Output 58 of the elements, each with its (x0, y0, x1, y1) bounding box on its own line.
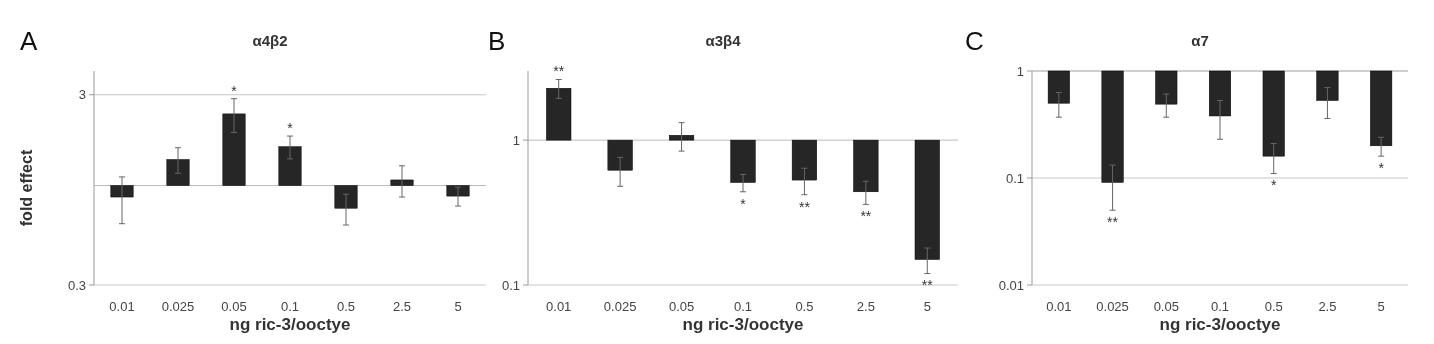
data-label: ** (921, 277, 934, 294)
x-tick-label: 0.05 (1153, 299, 1179, 314)
chart-title: α3β4 (705, 32, 742, 49)
data-label: ** (860, 208, 872, 225)
x-tick-label: 0.5 (336, 299, 356, 314)
chart-title: α7 (1191, 32, 1209, 49)
bar (914, 139, 940, 260)
x-tick-label: 0.1 (1210, 299, 1230, 314)
x-tick-label: 0.5 (795, 299, 814, 314)
text: A (20, 26, 38, 56)
bar (546, 88, 572, 141)
y-tick-label: 0.3 (67, 277, 86, 293)
x-tick-label: 0.025 (1096, 299, 1129, 314)
x-axis-title: ng ric-3/ooctye (229, 315, 351, 334)
data-label: ** (553, 63, 565, 80)
bar (334, 185, 358, 209)
x-axis-title: ng ric-3/ooctye (682, 315, 804, 334)
y-tick-label: 3 (78, 87, 86, 103)
x-tick-label: 0.025 (603, 299, 637, 314)
data-label: * (1378, 160, 1385, 177)
x-tick-label: 2.5 (392, 299, 412, 314)
data-label: * (1270, 177, 1277, 194)
x-tick-label: 0.01 (546, 299, 572, 314)
bar (730, 139, 756, 183)
y-tick-label: 1 (512, 132, 520, 148)
data-label: ** (798, 198, 811, 215)
y-axis-title: fold effect (18, 149, 35, 227)
x-tick-label: 0.5 (1264, 299, 1283, 314)
x-axis-title: ng ric-3/ooctye (1159, 315, 1281, 334)
x-tick-label: 2.5 (1318, 299, 1337, 314)
y-tick-label: 0.1 (1005, 170, 1024, 186)
y-tick-label: 1 (1016, 63, 1024, 79)
data-label: ** (1107, 214, 1119, 231)
chart-title: α4β2 (252, 32, 288, 49)
bar (853, 139, 879, 193)
bar (669, 135, 695, 141)
text: C (965, 26, 984, 56)
x-tick-label: 2.5 (856, 299, 875, 314)
x-tick-label: 0.1 (733, 299, 753, 314)
x-tick-label: 0.01 (109, 299, 135, 314)
x-tick-label: 0.05 (221, 299, 247, 314)
data-label: * (231, 82, 238, 99)
bar (222, 113, 246, 186)
text: B (488, 26, 506, 56)
x-tick-label: 0.01 (1046, 299, 1072, 314)
x-tick-label: 5 (454, 299, 462, 314)
x-tick-label: 5 (923, 299, 931, 314)
data-label: * (287, 119, 294, 136)
x-tick-label: 0.05 (668, 299, 695, 314)
bar (278, 146, 302, 186)
x-tick-label: 5 (1377, 299, 1385, 314)
bar (791, 139, 817, 181)
x-tick-label: 0.1 (280, 299, 300, 314)
bar (166, 159, 190, 186)
y-tick-label: 0.01 (998, 277, 1024, 293)
bar (607, 139, 633, 171)
data-label: * (740, 195, 747, 212)
x-tick-label: 0.025 (161, 299, 195, 314)
